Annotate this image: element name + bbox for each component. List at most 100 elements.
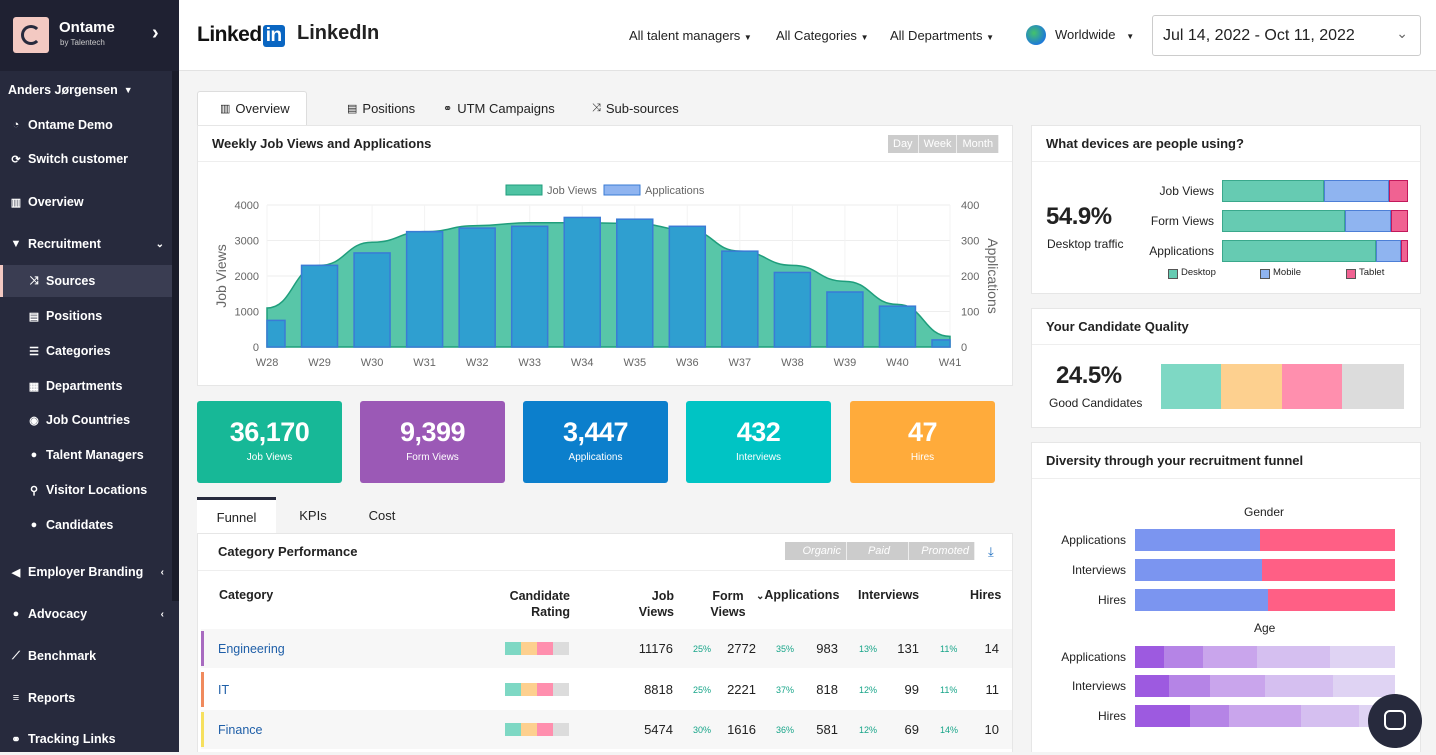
chart-icon: ▥: [10, 196, 22, 209]
sidebar-item-sources[interactable]: ⤨ Sources: [0, 265, 172, 297]
channel-organic[interactable]: Organic: [785, 542, 847, 560]
chevron-right-icon[interactable]: ›: [152, 22, 159, 44]
age-segment: [1135, 705, 1190, 727]
kpi-form-views: 9,399 Form Views: [360, 401, 505, 483]
sidebar-item-switch-customer[interactable]: ⟳ Switch customer: [0, 143, 172, 175]
col-applications[interactable]: ⌄Applications: [756, 588, 839, 602]
x-tick-label: W41: [939, 357, 962, 369]
sidebar-item-recruitment[interactable]: ▼ Recruitment ⌄: [0, 228, 172, 260]
list-icon: ☰: [29, 345, 39, 358]
applications-bar: [773, 271, 812, 348]
x-tick-label: W35: [623, 357, 646, 369]
age-segment: [1135, 646, 1164, 668]
sidebar-item-label: Positions: [46, 309, 103, 323]
kpi-label: Job Views: [246, 452, 293, 463]
tab-cost[interactable]: Cost: [368, 508, 396, 523]
chevron-down-icon: ⌄: [155, 238, 164, 250]
sidebar-item-advocacy[interactable]: ● Advocacy ‹: [0, 598, 172, 630]
tab-label: UTM Campaigns: [457, 100, 555, 116]
conversion-pct: 11%: [940, 684, 958, 695]
category-link[interactable]: Engineering: [218, 641, 285, 656]
kpi-applications: 3,447 Applications: [523, 401, 668, 483]
col-candidate-rating[interactable]: Candidate Rating: [498, 588, 570, 620]
col-job-views[interactable]: Job Views: [618, 588, 674, 620]
sidebar-item-visitor-locations[interactable]: ⚲ Visitor Locations: [0, 474, 172, 506]
sidebar-item-positions[interactable]: ▤ Positions: [0, 300, 172, 332]
x-tick-label: W33: [518, 357, 541, 369]
channel-promoted[interactable]: Promoted: [909, 542, 975, 560]
conversion-pct: 35%: [776, 643, 795, 654]
form-views-value: 1616: [727, 722, 756, 737]
kpi-label: Interviews: [735, 452, 781, 463]
sidebar: Ontame by Talentech › Anders Jørgensen ▼…: [0, 0, 179, 752]
period-month[interactable]: Month: [957, 135, 1000, 153]
row-color-marker: [201, 712, 204, 747]
sidebar-item-tracking-links[interactable]: ⚭ Tracking Links: [0, 723, 172, 755]
rating-segment: [537, 683, 553, 696]
sidebar-item-overview[interactable]: ▥ Overview: [0, 186, 172, 218]
category-link[interactable]: IT: [218, 682, 230, 697]
sidebar-item-talent-managers[interactable]: ● Talent Managers: [0, 439, 172, 471]
applications-bar: [353, 252, 391, 348]
channel-paid[interactable]: Paid: [847, 542, 909, 560]
col-form-views[interactable]: Form Views: [698, 588, 758, 620]
gender-row-label: Hires: [1097, 593, 1126, 607]
sidebar-item-benchmark[interactable]: ⟋ Benchmark: [0, 640, 172, 672]
col-interviews[interactable]: Interviews: [858, 588, 920, 602]
applications-value: 818: [816, 682, 838, 697]
brand-sub: by Talentech: [60, 38, 105, 47]
age-bar: [1135, 646, 1395, 668]
filter-categories[interactable]: All Categories ▼: [776, 28, 868, 43]
conversion-pct: 30%: [693, 724, 712, 735]
tab-positions[interactable]: ▤ Positions: [325, 91, 437, 125]
legend-swatch: [1260, 269, 1270, 279]
legend-label: Applications: [645, 185, 705, 197]
date-range-picker[interactable]: Jul 14, 2022 - Oct 11, 2022 ⌄: [1152, 15, 1421, 56]
category-link[interactable]: Finance: [218, 722, 263, 737]
tab-funnel[interactable]: Funnel: [197, 497, 276, 534]
user-menu[interactable]: Anders Jørgensen ▼: [0, 74, 172, 106]
good-candidates-pct: 24.5%: [1056, 362, 1122, 389]
region-select[interactable]: Worldwide ▼: [1055, 27, 1134, 42]
rating-segment: [537, 723, 553, 736]
sidebar-scrollbar[interactable]: [172, 71, 179, 601]
rating-segment: [521, 683, 537, 696]
period-week[interactable]: Week: [918, 135, 958, 153]
sidebar-item-reports[interactable]: ≡ Reports: [0, 682, 172, 714]
col-category[interactable]: Category: [219, 588, 274, 602]
form-views-value: 2221: [727, 682, 756, 697]
sidebar-item-departments[interactable]: ▦ Departments: [0, 370, 172, 402]
chat-icon[interactable]: [1368, 694, 1422, 748]
period-day[interactable]: Day: [888, 135, 919, 153]
gender-segment: [1135, 589, 1268, 611]
tab-sub-sources[interactable]: ⤨ Sub-sources: [570, 91, 701, 125]
y2-tick-label: 400: [961, 200, 979, 212]
age-segment: [1332, 675, 1395, 697]
sidebar-item-categories[interactable]: ☰ Categories: [0, 335, 172, 367]
filter-talent-managers[interactable]: All talent managers ▼: [629, 28, 752, 43]
filter-departments[interactable]: All Departments ▼: [890, 28, 994, 43]
weekly-chart-title: Weekly Job Views and Applications: [198, 126, 1012, 162]
age-segment: [1168, 675, 1211, 697]
tab-kpis[interactable]: KPIs: [299, 508, 327, 523]
tab-utm-campaigns[interactable]: ⚭ UTM Campaigns: [421, 91, 577, 125]
sidebar-item-candidates[interactable]: ● Candidates: [0, 509, 172, 541]
filter-icon: ▼: [10, 238, 22, 250]
tab-label: Sub-sources: [605, 100, 679, 116]
sidebar-item-label: Reports: [28, 691, 76, 705]
download-icon[interactable]: ⤓: [988, 544, 994, 559]
tab-overview[interactable]: ▥ Overview: [197, 91, 307, 125]
applications-bar: [510, 225, 549, 348]
col-label: Views: [638, 605, 674, 619]
rating-segment: [505, 683, 521, 696]
col-hires[interactable]: Hires: [970, 588, 1002, 602]
kpi-label: Hires: [910, 452, 935, 463]
applications-bar: [563, 216, 601, 348]
device-bar: [1222, 210, 1408, 232]
sidebar-item-ontame-demo[interactable]: ◔ Ontame Demo: [0, 109, 172, 141]
y-tick-label: 2000: [235, 271, 259, 283]
legend-label: Job Views: [547, 185, 597, 197]
job-views-value: 11176: [638, 641, 673, 656]
sidebar-item-job-countries[interactable]: ◉ Job Countries: [0, 404, 172, 436]
sidebar-item-employer-branding[interactable]: ◀ Employer Branding ‹: [0, 556, 172, 588]
